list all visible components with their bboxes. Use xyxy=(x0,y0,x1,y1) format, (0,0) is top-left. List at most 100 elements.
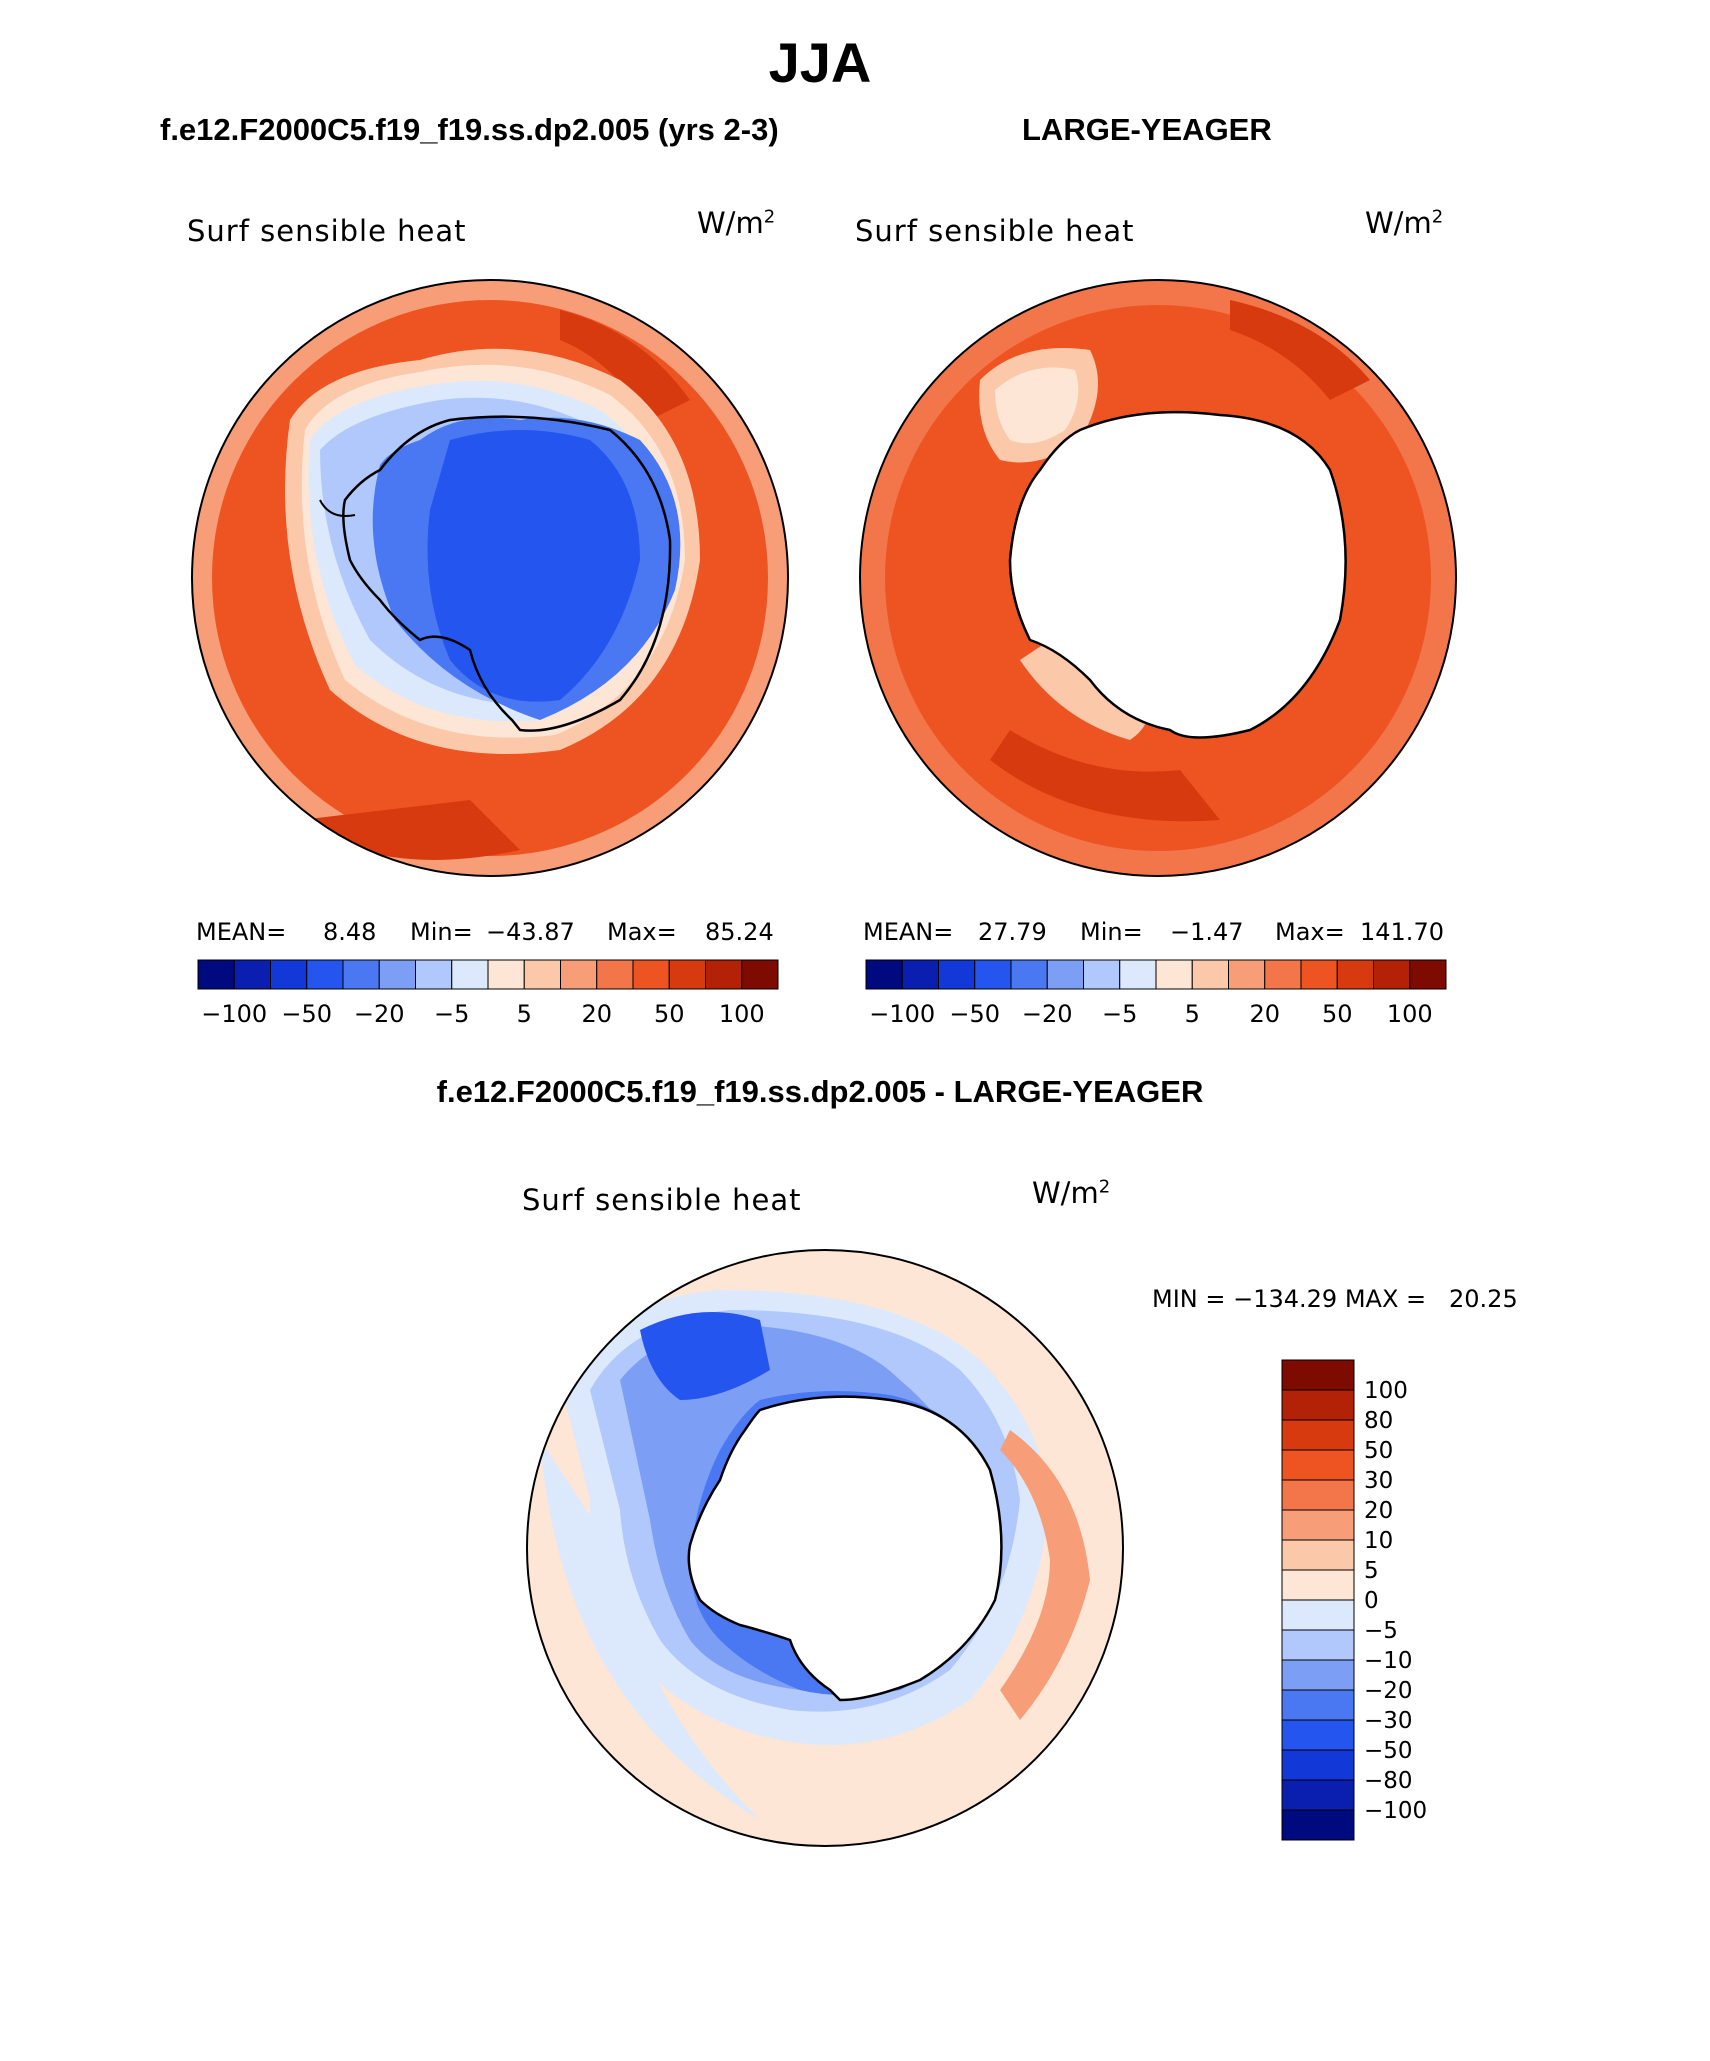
difference-colorbar-tick-label: 30 xyxy=(1364,1468,1393,1494)
panel1-colorbar: −100 −50 −20 −5 5 20 50 100 xyxy=(197,959,779,1028)
panel1-colorbar-swatch xyxy=(197,959,235,990)
difference-unit-base: W/m xyxy=(1032,1176,1099,1210)
panel2-colorbar-swatch xyxy=(1119,959,1157,990)
difference-colorbar-swatch xyxy=(1281,1809,1355,1841)
difference-title: f.e12.F2000C5.f19_f19.ss.dp2.005 - LARGE… xyxy=(436,1074,1204,1109)
panel1-min-value: −43.87 xyxy=(486,918,575,946)
panel2-unit-label: W/m2 xyxy=(1365,206,1443,240)
panel1-unit-base: W/m xyxy=(697,206,764,240)
panel1-min-label: Min= xyxy=(410,918,473,946)
panel2-colorbar: −100 −50 −20 −5 5 20 50 100 xyxy=(865,959,1447,1028)
difference-colorbar-tick-label: 5 xyxy=(1364,1558,1379,1584)
panel2-max-label: Max= xyxy=(1275,918,1345,946)
panel1-case-title: f.e12.F2000C5.f19_f19.ss.dp2.005 (yrs 2-… xyxy=(160,112,779,147)
panel2-case-title: LARGE-YEAGER xyxy=(1022,112,1272,147)
panel1-colorbar-swatch xyxy=(668,959,706,990)
panel2-min-label: Min= xyxy=(1080,918,1143,946)
panel1-unit-label: W/m2 xyxy=(697,206,775,240)
difference-colorbar-tick-label: 100 xyxy=(1364,1378,1408,1404)
difference-variable-label: Surf sensible heat xyxy=(522,1183,802,1217)
panel1-colorbar-swatch xyxy=(705,959,743,990)
difference-colorbar-swatch xyxy=(1281,1479,1355,1511)
difference-colorbar-tick-label: −50 xyxy=(1364,1738,1413,1764)
panel1-colorbar-swatch xyxy=(560,959,598,990)
panel1-unit-exp: 2 xyxy=(763,206,776,228)
panel2-colorbar-tick-label: −50 xyxy=(949,1000,1000,1028)
panel2-mean-value: 27.79 xyxy=(978,918,1047,946)
difference-colorbar-tick-label: 20 xyxy=(1364,1498,1393,1524)
panel2-colorbar-swatch xyxy=(1336,959,1374,990)
panel1-colorbar-swatch xyxy=(342,959,380,990)
panel1-colorbar-swatch xyxy=(378,959,416,990)
panel1-colorbar-swatch xyxy=(741,959,779,990)
panel1-colorbar-tick-label: −50 xyxy=(281,1000,332,1028)
panel2-colorbar-swatch xyxy=(1083,959,1121,990)
difference-colorbar-tick-label: 50 xyxy=(1364,1438,1393,1464)
panel2-colorbar-swatch xyxy=(1373,959,1411,990)
difference-colorbar-tick-label: −10 xyxy=(1364,1648,1413,1674)
panel2-colorbar-swatch xyxy=(1155,959,1193,990)
panel2-mean-label: MEAN= xyxy=(863,918,954,946)
panel2-map-border xyxy=(859,279,1457,877)
panel1-colorbar-tick-label: 100 xyxy=(719,1000,765,1028)
panel1-colorbar-swatch xyxy=(596,959,634,990)
panel2-colorbar-swatch xyxy=(974,959,1012,990)
difference-colorbar-tick-label: 80 xyxy=(1364,1408,1393,1434)
difference-colorbar-swatch xyxy=(1281,1509,1355,1541)
difference-colorbar-swatch xyxy=(1281,1569,1355,1601)
figure-title: JJA xyxy=(768,31,872,94)
difference-colorbar-swatch xyxy=(1281,1449,1355,1481)
panel2-colorbar-tick-label: 20 xyxy=(1249,1000,1280,1028)
panel1-map xyxy=(192,280,788,876)
panel2-unit-exp: 2 xyxy=(1431,206,1444,228)
panel2-colorbar-swatch xyxy=(1010,959,1048,990)
panel1-colorbar-tick-label: 20 xyxy=(581,1000,612,1028)
panel2-colorbar-tick-label: −100 xyxy=(869,1000,935,1028)
panel2-colorbar-swatch xyxy=(1191,959,1229,990)
panel1-colorbar-swatch xyxy=(523,959,561,990)
panel1-colorbar-tick-label: 5 xyxy=(517,1000,532,1028)
panel1-colorbar-swatch xyxy=(632,959,670,990)
panel2-colorbar-swatch xyxy=(938,959,976,990)
panel2-colorbar-swatch xyxy=(1228,959,1266,990)
panel2-colorbar-tick-label: 100 xyxy=(1387,1000,1433,1028)
panel2-colorbar-swatch xyxy=(865,959,903,990)
panel2-max-value: 141.70 xyxy=(1360,918,1444,946)
difference-colorbar-swatch xyxy=(1281,1419,1355,1451)
difference-colorbar-tick-label: −5 xyxy=(1364,1618,1398,1644)
panel1-map-border xyxy=(191,279,789,877)
difference-colorbar-swatch xyxy=(1281,1359,1355,1391)
panel2-colorbar-tick-label: −5 xyxy=(1102,1000,1137,1028)
panel2-unit-base: W/m xyxy=(1365,206,1432,240)
difference-colorbar-swatch xyxy=(1281,1719,1355,1751)
panel2-colorbar-tick-label: 5 xyxy=(1185,1000,1200,1028)
panel1-colorbar-tick-label: −100 xyxy=(201,1000,267,1028)
difference-colorbar-swatch xyxy=(1281,1629,1355,1661)
panel1-colorbar-tick-label: −20 xyxy=(354,1000,405,1028)
difference-colorbar-swatch xyxy=(1281,1659,1355,1691)
difference-colorbar-swatch xyxy=(1281,1779,1355,1811)
panel2-colorbar-tick-label: 50 xyxy=(1322,1000,1353,1028)
difference-colorbar-swatch xyxy=(1281,1689,1355,1721)
difference-colorbar-tick-label: −20 xyxy=(1364,1678,1413,1704)
panel1-colorbar-swatch xyxy=(487,959,525,990)
panel2-colorbar-swatch xyxy=(1264,959,1302,990)
panel1-colorbar-swatch xyxy=(306,959,344,990)
difference-unit-exp: 2 xyxy=(1098,1176,1111,1198)
difference-unit-label: W/m2 xyxy=(1032,1176,1110,1210)
difference-colorbar-swatch xyxy=(1281,1749,1355,1781)
difference-colorbar-swatch xyxy=(1281,1389,1355,1421)
difference-colorbar-tick-label: −80 xyxy=(1364,1768,1413,1794)
panel1-max-label: Max= xyxy=(607,918,677,946)
panel2-colorbar-swatch xyxy=(901,959,939,990)
difference-map xyxy=(527,1250,1123,1846)
panel2-map xyxy=(860,280,1456,876)
panel2-colorbar-swatch xyxy=(1409,959,1447,990)
difference-colorbar-tick-label: 10 xyxy=(1364,1528,1393,1554)
panel1-colorbar-swatch xyxy=(415,959,453,990)
panel1-colorbar-swatch xyxy=(451,959,489,990)
panel1-max-value: 85.24 xyxy=(705,918,774,946)
difference-colorbar-tick-label: 0 xyxy=(1364,1588,1379,1614)
